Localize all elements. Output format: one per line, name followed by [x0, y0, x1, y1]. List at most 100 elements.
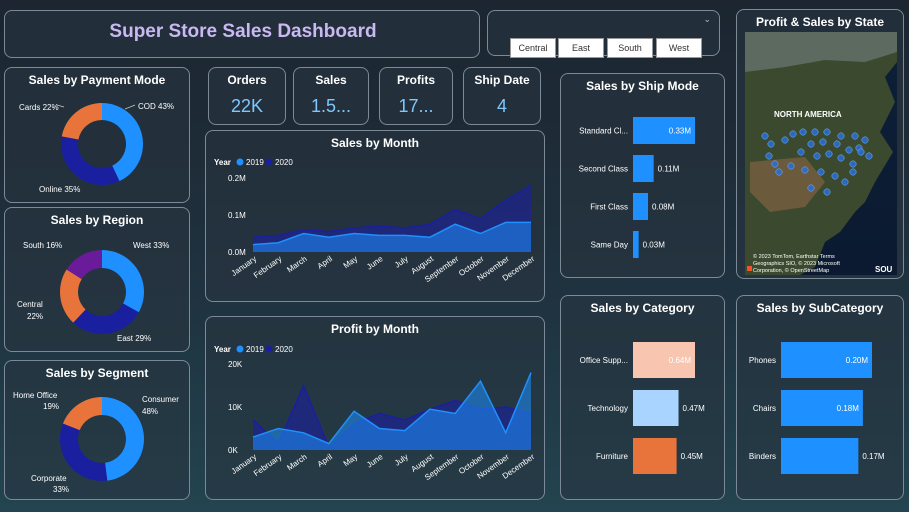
- kpi-label: Sales: [315, 73, 347, 87]
- x-tick-label: April: [316, 254, 334, 271]
- profit-by-month-panel: Profit by Month Year 2019 2020 0K 10K 20K J…: [205, 316, 545, 500]
- donut-slice[interactable]: [59, 269, 86, 323]
- kpi-label: Orders: [227, 73, 267, 87]
- state-bubble[interactable]: [813, 152, 821, 160]
- bar-category-label: Furniture: [596, 452, 629, 461]
- state-bubble[interactable]: [837, 154, 845, 162]
- donut-slice[interactable]: [66, 250, 102, 280]
- y-tick-label: 0K: [228, 446, 238, 455]
- slice-label: Online 35%: [39, 185, 80, 194]
- state-bubble[interactable]: [823, 128, 831, 136]
- ship-mode-chart[interactable]: Standard Cl... 0.33M Second Class 0.11M Firs…: [561, 74, 726, 279]
- title-panel: Super Store Sales Dashboard: [4, 10, 480, 58]
- donut-slice[interactable]: [102, 250, 144, 313]
- bar-value-label: 0.11M: [658, 165, 680, 174]
- bar-category-label: Second Class: [579, 165, 628, 174]
- state-bubble[interactable]: [817, 168, 825, 176]
- segment-panel: Sales by Segment Consumer 48% Corporate …: [4, 360, 190, 500]
- bar-value-label: 0.47M: [683, 404, 706, 413]
- state-bubble[interactable]: [801, 166, 809, 174]
- legend-label: 2020: [275, 158, 293, 167]
- state-bubble[interactable]: [787, 162, 795, 170]
- slicer-option-south[interactable]: South: [607, 38, 653, 58]
- bar[interactable]: [633, 390, 679, 426]
- donut-slice[interactable]: [102, 103, 143, 182]
- legend-2020-icon: [265, 345, 273, 353]
- panel-title: Sales by SubCategory: [756, 301, 884, 315]
- segment-donut[interactable]: Consumer 48% Corporate 33% Home Office 1…: [5, 361, 191, 501]
- state-bubble[interactable]: [771, 160, 779, 168]
- donut-slice[interactable]: [59, 423, 108, 481]
- map-copyright: Geographics SIO, © 2023 Microsoft: [753, 260, 840, 267]
- state-bubble[interactable]: [807, 140, 815, 148]
- slice-label: COD 43%: [138, 102, 174, 111]
- x-tick-label: July: [393, 254, 410, 270]
- slicer-chevron-icon[interactable]: ⌄: [703, 14, 711, 24]
- panel-title: Sales by Segment: [45, 366, 149, 380]
- donut-slice[interactable]: [61, 103, 102, 140]
- sales-month-chart[interactable]: Year 2019 2020 0.0M0.1M0.2MJanuaryFebrua…: [206, 131, 546, 303]
- state-bubble[interactable]: [845, 146, 853, 154]
- state-bubble[interactable]: [789, 130, 797, 138]
- state-bubble[interactable]: [797, 148, 805, 156]
- map-copyright: Corporation, © OpenStreetMap: [753, 267, 829, 274]
- state-bubble[interactable]: [833, 140, 841, 148]
- state-bubble[interactable]: [799, 128, 807, 136]
- donut-slices: [59, 250, 144, 334]
- bar-category-label: Chairs: [753, 404, 776, 413]
- state-bubble[interactable]: [765, 152, 773, 160]
- map-panel: Profit & Sales by State NORTH AMERICA © …: [736, 9, 904, 279]
- panel-title: Sales by Month: [330, 136, 419, 150]
- state-bubble[interactable]: [811, 128, 819, 136]
- bar[interactable]: [633, 193, 649, 220]
- donut-slice[interactable]: [62, 397, 102, 431]
- donut-slice[interactable]: [73, 303, 139, 334]
- category-chart[interactable]: Office Supp... 0.64M Technology 0.47M Furnit…: [561, 296, 726, 501]
- series-area-2019: [253, 372, 531, 450]
- slicer-option-east[interactable]: East: [558, 38, 604, 58]
- state-bubble[interactable]: [841, 178, 849, 186]
- donut-slice[interactable]: [61, 136, 120, 185]
- state-bubble[interactable]: [849, 160, 857, 168]
- bar[interactable]: [781, 342, 872, 378]
- map-canvas[interactable]: NORTH AMERICA © 2023 TomTom, Earthstar T…: [745, 32, 897, 275]
- bar[interactable]: [781, 438, 859, 474]
- x-tick-label: June: [365, 254, 385, 272]
- x-tick-label: March: [285, 254, 308, 274]
- kpi-value: 4: [496, 96, 507, 116]
- bar-value-label: 0.17M: [862, 452, 885, 461]
- bar-value-label: 0.20M: [846, 356, 869, 365]
- state-bubble[interactable]: [849, 168, 857, 176]
- bar[interactable]: [633, 231, 639, 258]
- state-bubble[interactable]: [823, 188, 831, 196]
- slicer-option-west[interactable]: West: [656, 38, 702, 58]
- bar[interactable]: [633, 342, 695, 378]
- state-bubble[interactable]: [837, 132, 845, 140]
- legend-label: 2019: [246, 345, 264, 354]
- bar[interactable]: [633, 155, 654, 182]
- state-bubble[interactable]: [861, 136, 869, 144]
- bar[interactable]: [633, 117, 695, 144]
- state-bubble[interactable]: [851, 132, 859, 140]
- slicer-option-central[interactable]: Central: [510, 38, 556, 58]
- state-bubble[interactable]: [781, 136, 789, 144]
- state-bubble[interactable]: [767, 140, 775, 148]
- x-tick-label: February: [252, 254, 283, 280]
- state-bubble[interactable]: [761, 132, 769, 140]
- state-bubble[interactable]: [807, 184, 815, 192]
- state-bubble[interactable]: [865, 152, 873, 160]
- region-donut[interactable]: West 33% East 29% Central 22% South 16%: [5, 208, 191, 353]
- state-bubble[interactable]: [775, 168, 783, 176]
- bar[interactable]: [781, 390, 863, 426]
- kpi-profits: Profits 17...: [379, 67, 453, 125]
- state-bubble[interactable]: [825, 150, 833, 158]
- subcategory-chart[interactable]: Phones 0.20M Chairs 0.18M Binders 0.17M: [737, 296, 905, 501]
- payment-donut[interactable]: COD 43% Online 35% Cards 22%: [5, 68, 191, 204]
- panel-title: Sales by Payment Mode: [28, 73, 166, 87]
- state-bubble[interactable]: [831, 172, 839, 180]
- bar[interactable]: [633, 438, 677, 474]
- state-bubble[interactable]: [819, 138, 827, 146]
- state-bubble[interactable]: [857, 148, 865, 156]
- donut-slice[interactable]: [102, 397, 144, 481]
